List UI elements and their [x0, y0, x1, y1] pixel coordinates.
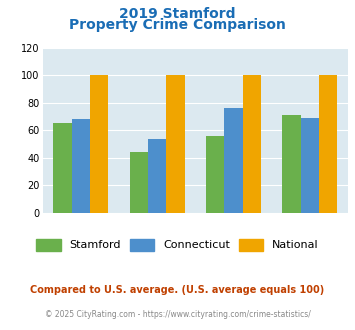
Bar — [166, 75, 185, 213]
Bar — [53, 123, 72, 213]
Text: Compared to U.S. average. (U.S. average equals 100): Compared to U.S. average. (U.S. average … — [31, 285, 324, 295]
Text: 2019 Stamford: 2019 Stamford — [119, 7, 236, 20]
Bar — [130, 152, 148, 213]
Bar — [301, 118, 319, 213]
Bar — [242, 75, 261, 213]
Bar — [206, 136, 224, 213]
Legend: Stamford, Connecticut, National: Stamford, Connecticut, National — [32, 234, 323, 255]
Bar — [90, 75, 108, 213]
Text: Property Crime Comparison: Property Crime Comparison — [69, 18, 286, 32]
Bar — [224, 108, 242, 213]
Bar — [148, 139, 166, 213]
Text: © 2025 CityRating.com - https://www.cityrating.com/crime-statistics/: © 2025 CityRating.com - https://www.city… — [45, 310, 310, 319]
Bar — [282, 115, 301, 213]
Bar — [72, 119, 90, 213]
Bar — [319, 75, 337, 213]
